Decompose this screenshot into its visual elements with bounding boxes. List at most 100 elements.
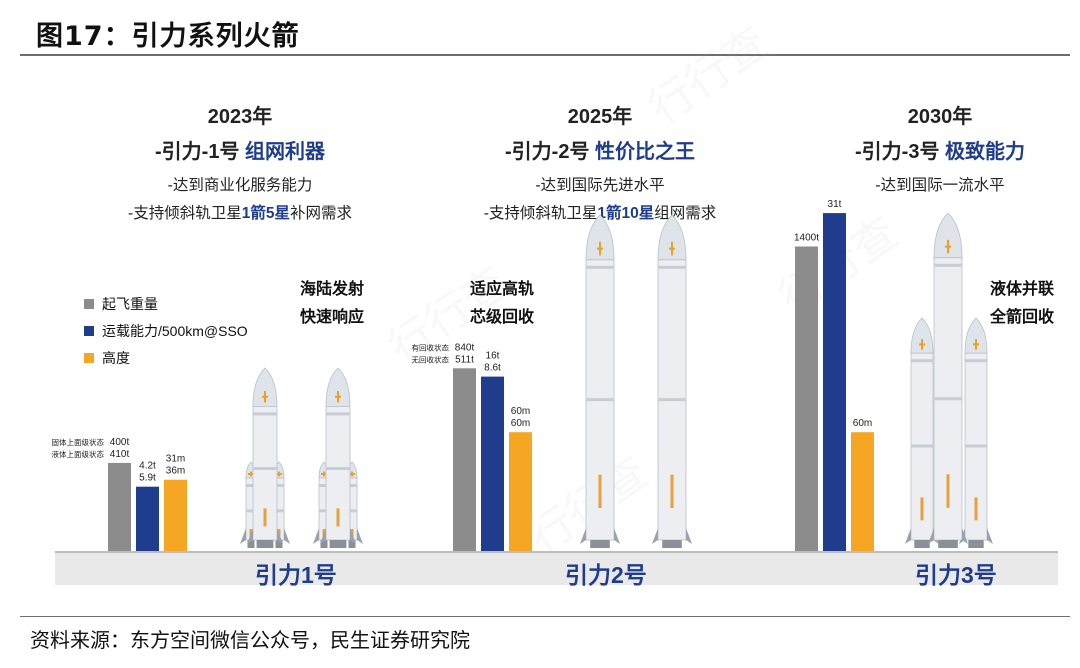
state-label: 无回收状态 (412, 354, 450, 364)
rocket-band (319, 484, 329, 487)
bar (453, 368, 476, 551)
legend-swatch (84, 352, 94, 363)
rocket-1-ground-label: 引力1号 (255, 562, 337, 588)
rocket-band (246, 484, 256, 487)
rocket-1 (247, 367, 283, 548)
rocket-logo (669, 241, 675, 256)
rocket-band (319, 509, 329, 513)
rocket-2-features: 适应高轨 芯级回收 (470, 276, 534, 332)
rocket-1-line1: -达到商业化服务能力 (167, 177, 313, 194)
state-label: 有回收状态 (412, 342, 450, 352)
rocket-1-name: -引力-1号 组网利器 (90, 135, 390, 164)
rocket-band (274, 509, 284, 513)
rocket-band (347, 484, 357, 487)
rocket-3-ground-label: 引力3号 (915, 562, 997, 588)
legend: 起飞重量 运载能力/500km@SSO 高度 (84, 290, 248, 371)
rocket-1-name-prefix: -引力-1号 (155, 141, 245, 163)
rocket-band (586, 398, 614, 402)
bar-value-label: 400t (110, 437, 130, 448)
rocket-band (326, 467, 350, 470)
legend-item: 高度 (84, 344, 248, 371)
rocket-3-booster (959, 317, 993, 548)
bar-value-label: 60m (511, 418, 530, 429)
rocket-nozzle (348, 540, 356, 548)
rocket-3-feature-1: 液体并联 (990, 281, 1055, 298)
rocket-nozzle (256, 540, 274, 548)
legend-item: 起飞重量 (84, 290, 248, 317)
rocket-nozzle (662, 540, 682, 548)
rocket-stripe (946, 474, 950, 508)
rocket-1 (320, 367, 356, 548)
rocket-band (965, 444, 987, 448)
bar-value-label: 4.2t (139, 461, 156, 472)
rocket-band (246, 509, 256, 513)
rocket-3-features: 液体并联 全箭回收 (990, 276, 1054, 332)
rocket-2-line2-bold: 1箭10星 (597, 205, 655, 222)
rocket-nose (910, 317, 934, 354)
rocket-logo (919, 339, 925, 350)
bar (795, 246, 818, 551)
rocket-nose (252, 367, 278, 407)
rocket-1-feature-1: 海陆发射 (300, 281, 365, 298)
rocket-band (274, 484, 284, 487)
bar (509, 432, 532, 551)
rocket-2-line1: -达到国际先进水平 (535, 177, 665, 194)
bar-value-label: 60m (853, 418, 872, 429)
bar-value-label: 31m (166, 454, 185, 465)
rocket-nose (585, 214, 615, 261)
rocket-logo (973, 339, 979, 350)
rocket-nose (657, 214, 687, 261)
rocket-band (658, 398, 686, 402)
rocket-nozzle (329, 540, 347, 548)
rocket-band (965, 359, 987, 363)
rocket-3-core (928, 212, 968, 548)
rocket-3-feature-2: 全箭回收 (990, 309, 1055, 326)
bar-value-label: 8.6t (484, 363, 501, 374)
rocket-nozzle (590, 540, 610, 548)
bar-value-label: 840t (455, 342, 475, 353)
bar-value-label: 31t (828, 199, 842, 210)
legend-label: 高度 (102, 349, 130, 366)
bar-value-label: 511t (455, 354, 474, 365)
rocket-logo (945, 239, 951, 254)
rocket-1-name-suffix: 组网利器 (245, 141, 325, 163)
bar (851, 432, 874, 551)
figure-title: 图17：引力系列火箭 (36, 21, 300, 52)
bar-value-label: 16t (486, 351, 500, 362)
rocket-2-year: 2025年 (567, 106, 633, 128)
bottom-rule (20, 616, 1070, 617)
rocket-nose (325, 367, 351, 407)
rocket-stripe (670, 474, 674, 509)
rocket-1-feature-2: 快速响应 (300, 309, 365, 326)
legend-swatch (84, 298, 94, 309)
rocket-nozzle (938, 540, 958, 548)
rocket-3-booster (905, 317, 939, 548)
rocket-3-line1: -达到国际一流水平 (875, 177, 1005, 194)
rocket-2-ground-label: 引力2号 (565, 562, 647, 588)
source-note: 资料来源：东方空间微信公众号，民生证券研究院 (30, 628, 470, 652)
bar-value-label: 1400t (794, 233, 819, 244)
state-label: 液体上面级状态 (52, 449, 105, 459)
rocket-1-line2-pre: -支持倾斜轨卫星 (128, 205, 242, 222)
legend-swatch (84, 325, 94, 336)
bar (823, 213, 846, 551)
rocket-1-year: 2023年 (207, 106, 273, 128)
rocket-band (253, 412, 277, 416)
bar (481, 376, 504, 551)
ground-line (55, 551, 1058, 553)
rocket-1-line2: -支持倾斜轨卫星1箭5星补网需求 (90, 201, 390, 223)
rocket-1-features: 海陆发射 快速响应 (300, 276, 364, 332)
legend-label: 运载能力/500km@SSO (102, 322, 248, 339)
legend-item: 运载能力/500km@SSO (84, 317, 248, 344)
rocket-2-name-suffix: 性价比之王 (595, 141, 695, 163)
rocket-3-year: 2030年 (907, 106, 973, 128)
rocket-band (934, 397, 962, 401)
rocket-nozzle (247, 540, 255, 548)
rocket-3-name: -引力-3号 极致能力 (790, 135, 1080, 164)
rocket-stripe (974, 497, 978, 521)
title-rule (20, 54, 1070, 56)
rocket-3-name-suffix: 极致能力 (945, 141, 1025, 163)
rocket-logo (597, 241, 603, 256)
rocket-logo (335, 391, 341, 403)
